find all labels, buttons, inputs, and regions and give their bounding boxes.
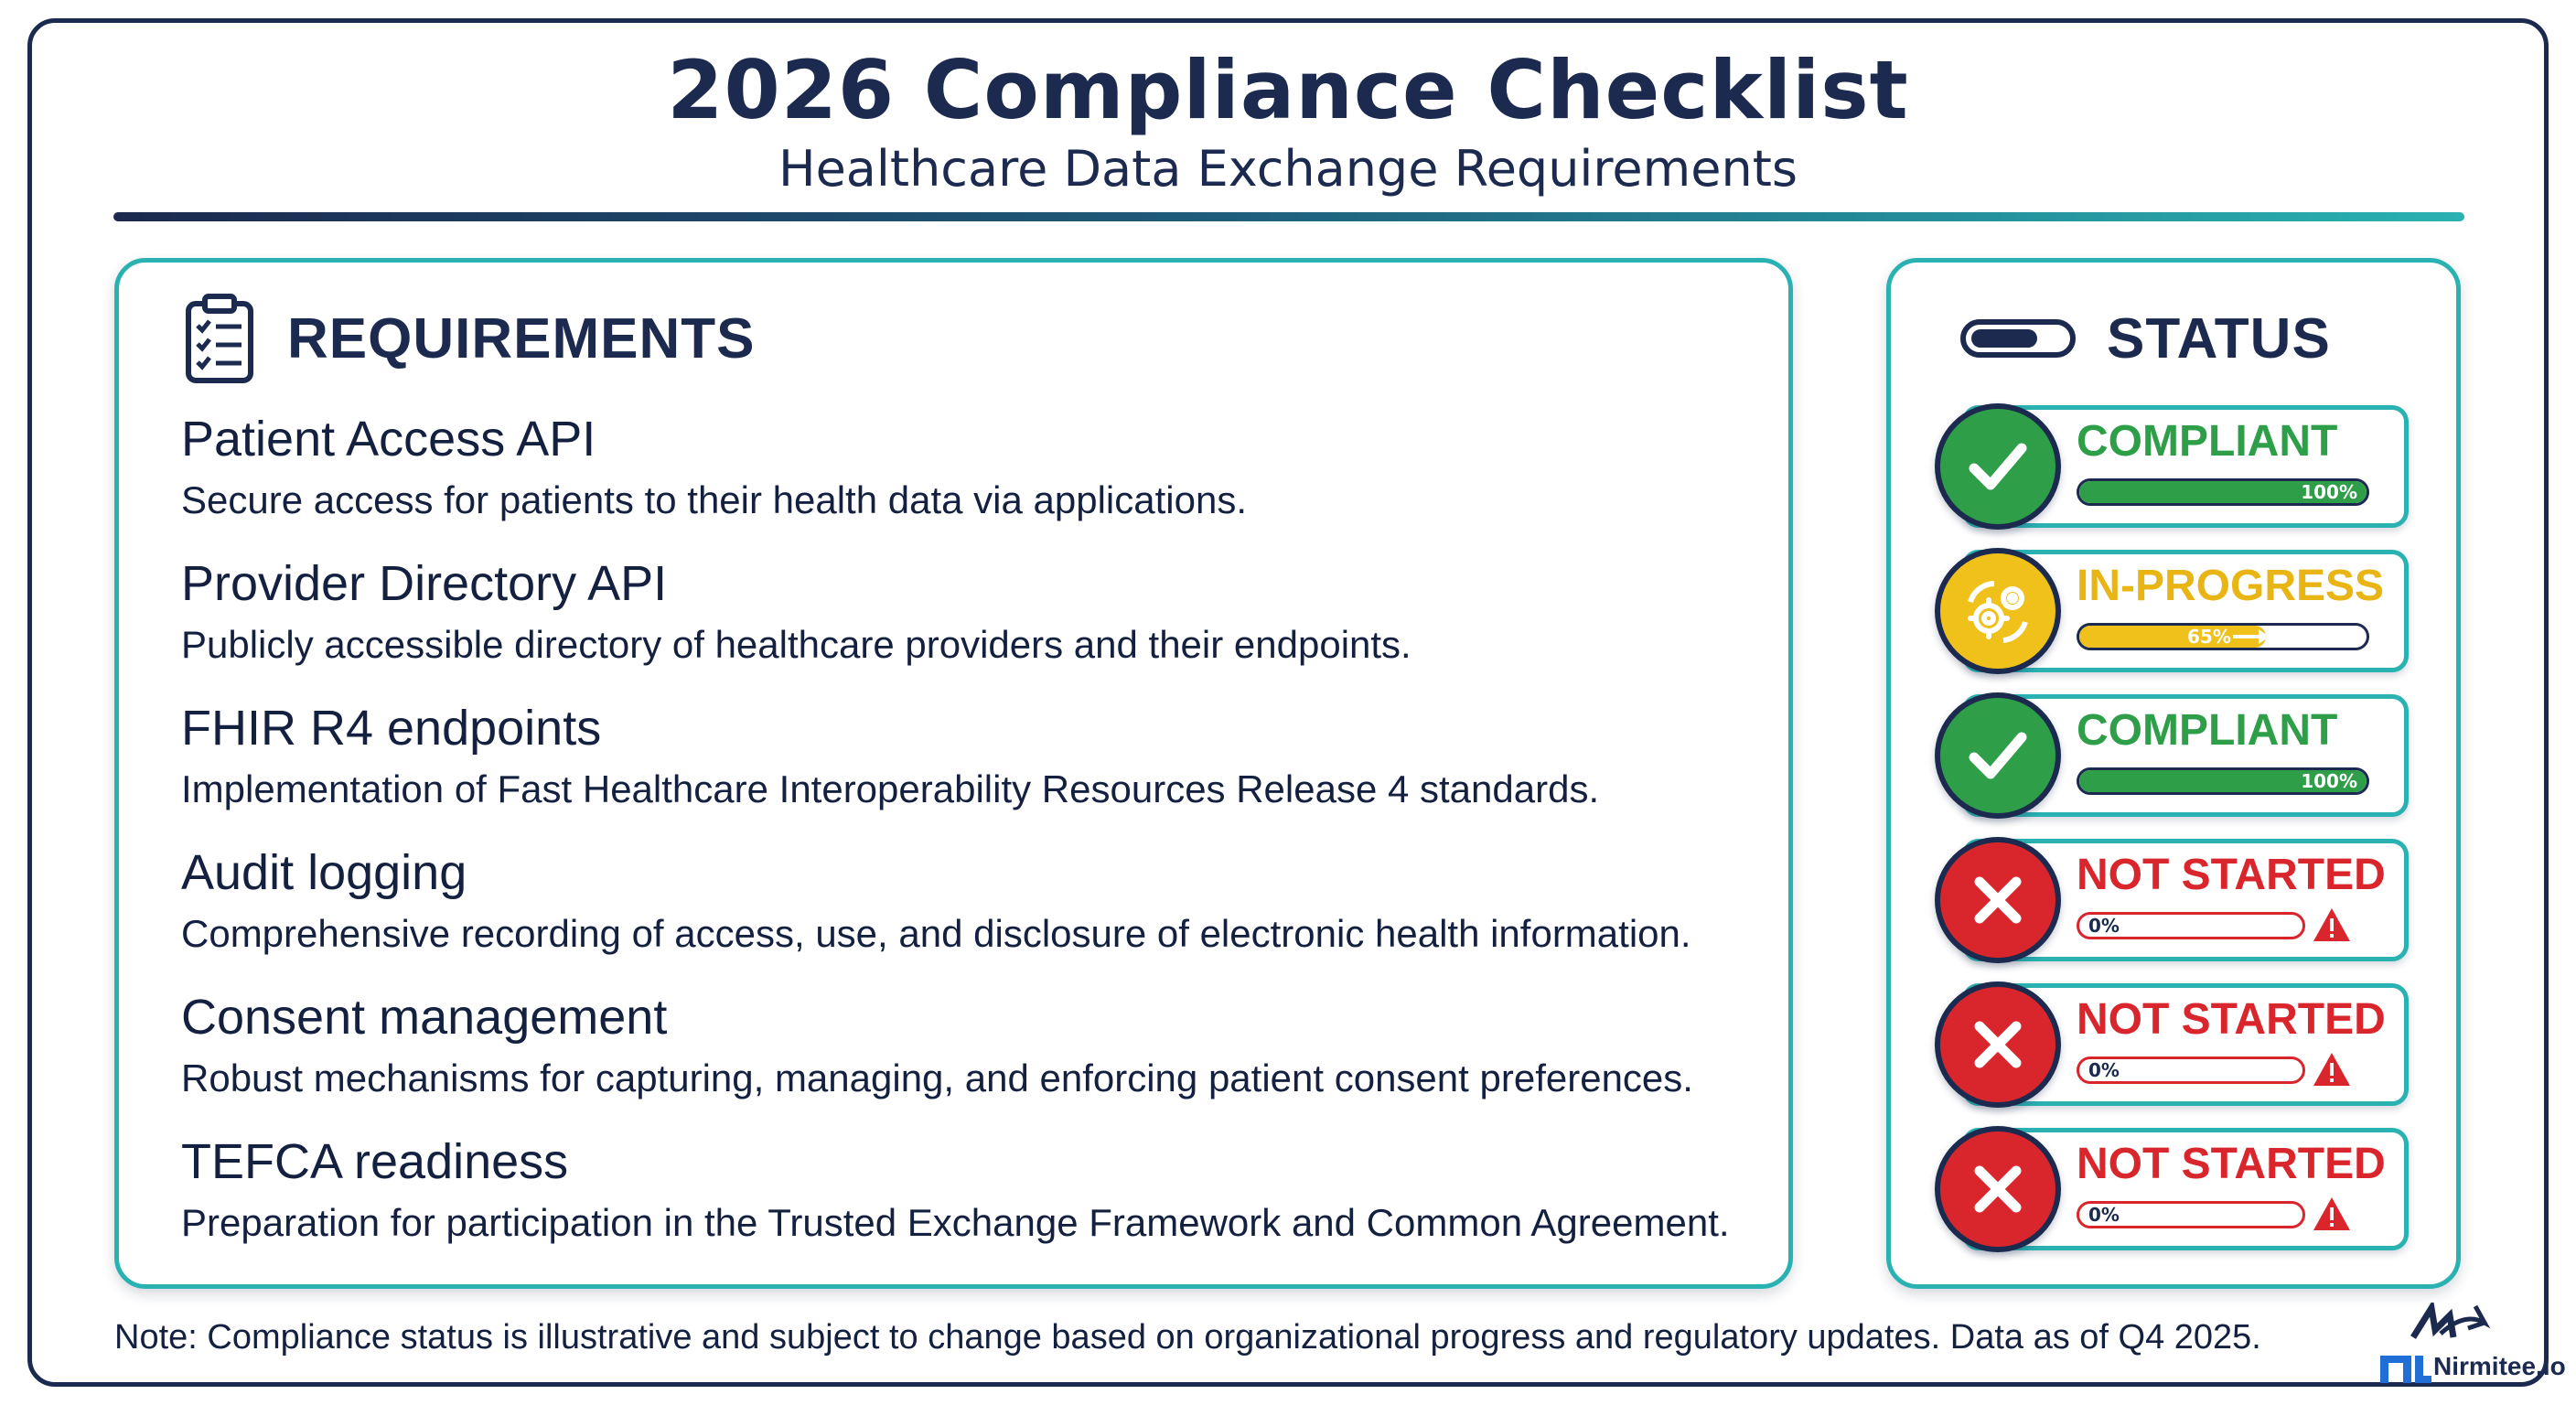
requirement-item: TEFCA readiness Preparation for particip… (181, 1132, 1773, 1276)
status-heading: STATUS (2107, 306, 2331, 370)
status-badge (1935, 692, 2061, 819)
warning-icon (2313, 1053, 2350, 1086)
x-icon (1974, 1021, 2022, 1068)
page-subtitle: Healthcare Data Exchange Requirements (778, 140, 1798, 198)
progress-fill (2079, 481, 2367, 503)
progress-bar: 0% (2077, 1201, 2305, 1228)
page-title: 2026 Compliance Checklist (667, 43, 1909, 137)
progress-bar: 100% (2077, 478, 2369, 506)
company-logo-icon (2380, 1303, 2491, 1383)
requirements-heading: REQUIREMENTS (287, 306, 756, 370)
status-label: NOT STARTED (2077, 995, 2386, 1044)
requirement-description: Secure access for patients to their heal… (181, 478, 1248, 521)
progress-bar: 0% (2077, 912, 2305, 939)
progress-bar: 100% (2077, 767, 2369, 795)
check-icon (1969, 732, 2027, 779)
requirement-item: Audit logging Comprehensive recording of… (181, 842, 1773, 987)
progress-fill (2079, 770, 2367, 792)
progress-text: 0% (2088, 1204, 2120, 1226)
x-icon (1974, 876, 2022, 924)
check-icon (1969, 443, 2027, 490)
status-badge (1935, 403, 2061, 530)
progress-text: 65% (2187, 626, 2231, 648)
footer-note: Note: Compliance status is illustrative … (114, 1318, 2261, 1357)
status-card: COMPLIANT 100% (1935, 691, 2410, 820)
requirement-title: Provider Directory API (181, 556, 668, 611)
progress-text: 100% (2301, 481, 2357, 503)
status-label: IN-PROGRESS (2077, 562, 2385, 610)
status-label: NOT STARTED (2077, 851, 2386, 899)
requirement-item: Provider Directory API Publicly accessib… (181, 553, 1773, 698)
status-badge (1935, 548, 2061, 674)
requirement-description: Implementation of Fast Healthcare Intero… (181, 767, 1600, 810)
battery-icon (1960, 319, 2076, 358)
gears-icon (1968, 581, 2028, 643)
status-header: STATUS (1960, 288, 2331, 389)
status-list: COMPLIANT 100% (1935, 402, 2410, 1269)
requirements-panel: REQUIREMENTS Patient Access API Secure a… (114, 258, 1793, 1289)
status-card: NOT STARTED 0% (1935, 980, 2410, 1110)
requirement-title: Patient Access API (181, 412, 596, 467)
status-card: IN-PROGRESS 65% (1935, 546, 2410, 676)
requirement-title: Consent management (181, 990, 668, 1045)
requirement-item: FHIR R4 endpoints Implementation of Fast… (181, 698, 1773, 842)
requirement-item: Patient Access API Secure access for pat… (181, 409, 1773, 553)
status-card: NOT STARTED 0% (1935, 1124, 2410, 1254)
status-label: COMPLIANT (2077, 417, 2338, 466)
requirement-title: Audit logging (181, 845, 467, 900)
requirement-description: Robust mechanisms for capturing, managin… (181, 1056, 1693, 1099)
arrow-right-icon (2233, 629, 2270, 644)
logo-text: Nirmitee.io (2433, 1352, 2566, 1380)
status-label: NOT STARTED (2077, 1140, 2386, 1188)
progress-text: 100% (2301, 770, 2357, 792)
requirement-title: FHIR R4 endpoints (181, 701, 602, 756)
requirement-description: Comprehensive recording of access, use, … (181, 912, 1691, 955)
clipboard-checklist-icon (186, 294, 253, 383)
requirement-title: TEFCA readiness (181, 1134, 569, 1189)
status-badge (1935, 981, 2061, 1108)
x-icon (1974, 1165, 2022, 1213)
requirement-description: Preparation for participation in the Tru… (181, 1201, 1730, 1244)
progress-text: 0% (2088, 915, 2120, 937)
requirements-list: Patient Access API Secure access for pat… (181, 409, 1773, 1276)
progress-text: 0% (2088, 1059, 2120, 1081)
requirements-header: REQUIREMENTS (185, 288, 755, 389)
status-card: NOT STARTED 0% (1935, 835, 2410, 965)
requirement-description: Publicly accessible directory of healthc… (181, 623, 1411, 666)
progress-bar: 65% (2077, 623, 2369, 650)
status-card: COMPLIANT 100% (1935, 402, 2410, 531)
title-divider (113, 212, 2464, 221)
requirement-item: Consent management Robust mechanisms for… (181, 987, 1773, 1132)
status-badge (1935, 837, 2061, 963)
status-label: COMPLIANT (2077, 706, 2338, 755)
warning-icon (2313, 908, 2350, 941)
status-panel: STATUS COMPLIANT 100% (1886, 258, 2461, 1289)
status-badge (1935, 1126, 2061, 1252)
progress-bar: 0% (2077, 1056, 2305, 1084)
warning-icon (2313, 1197, 2350, 1230)
